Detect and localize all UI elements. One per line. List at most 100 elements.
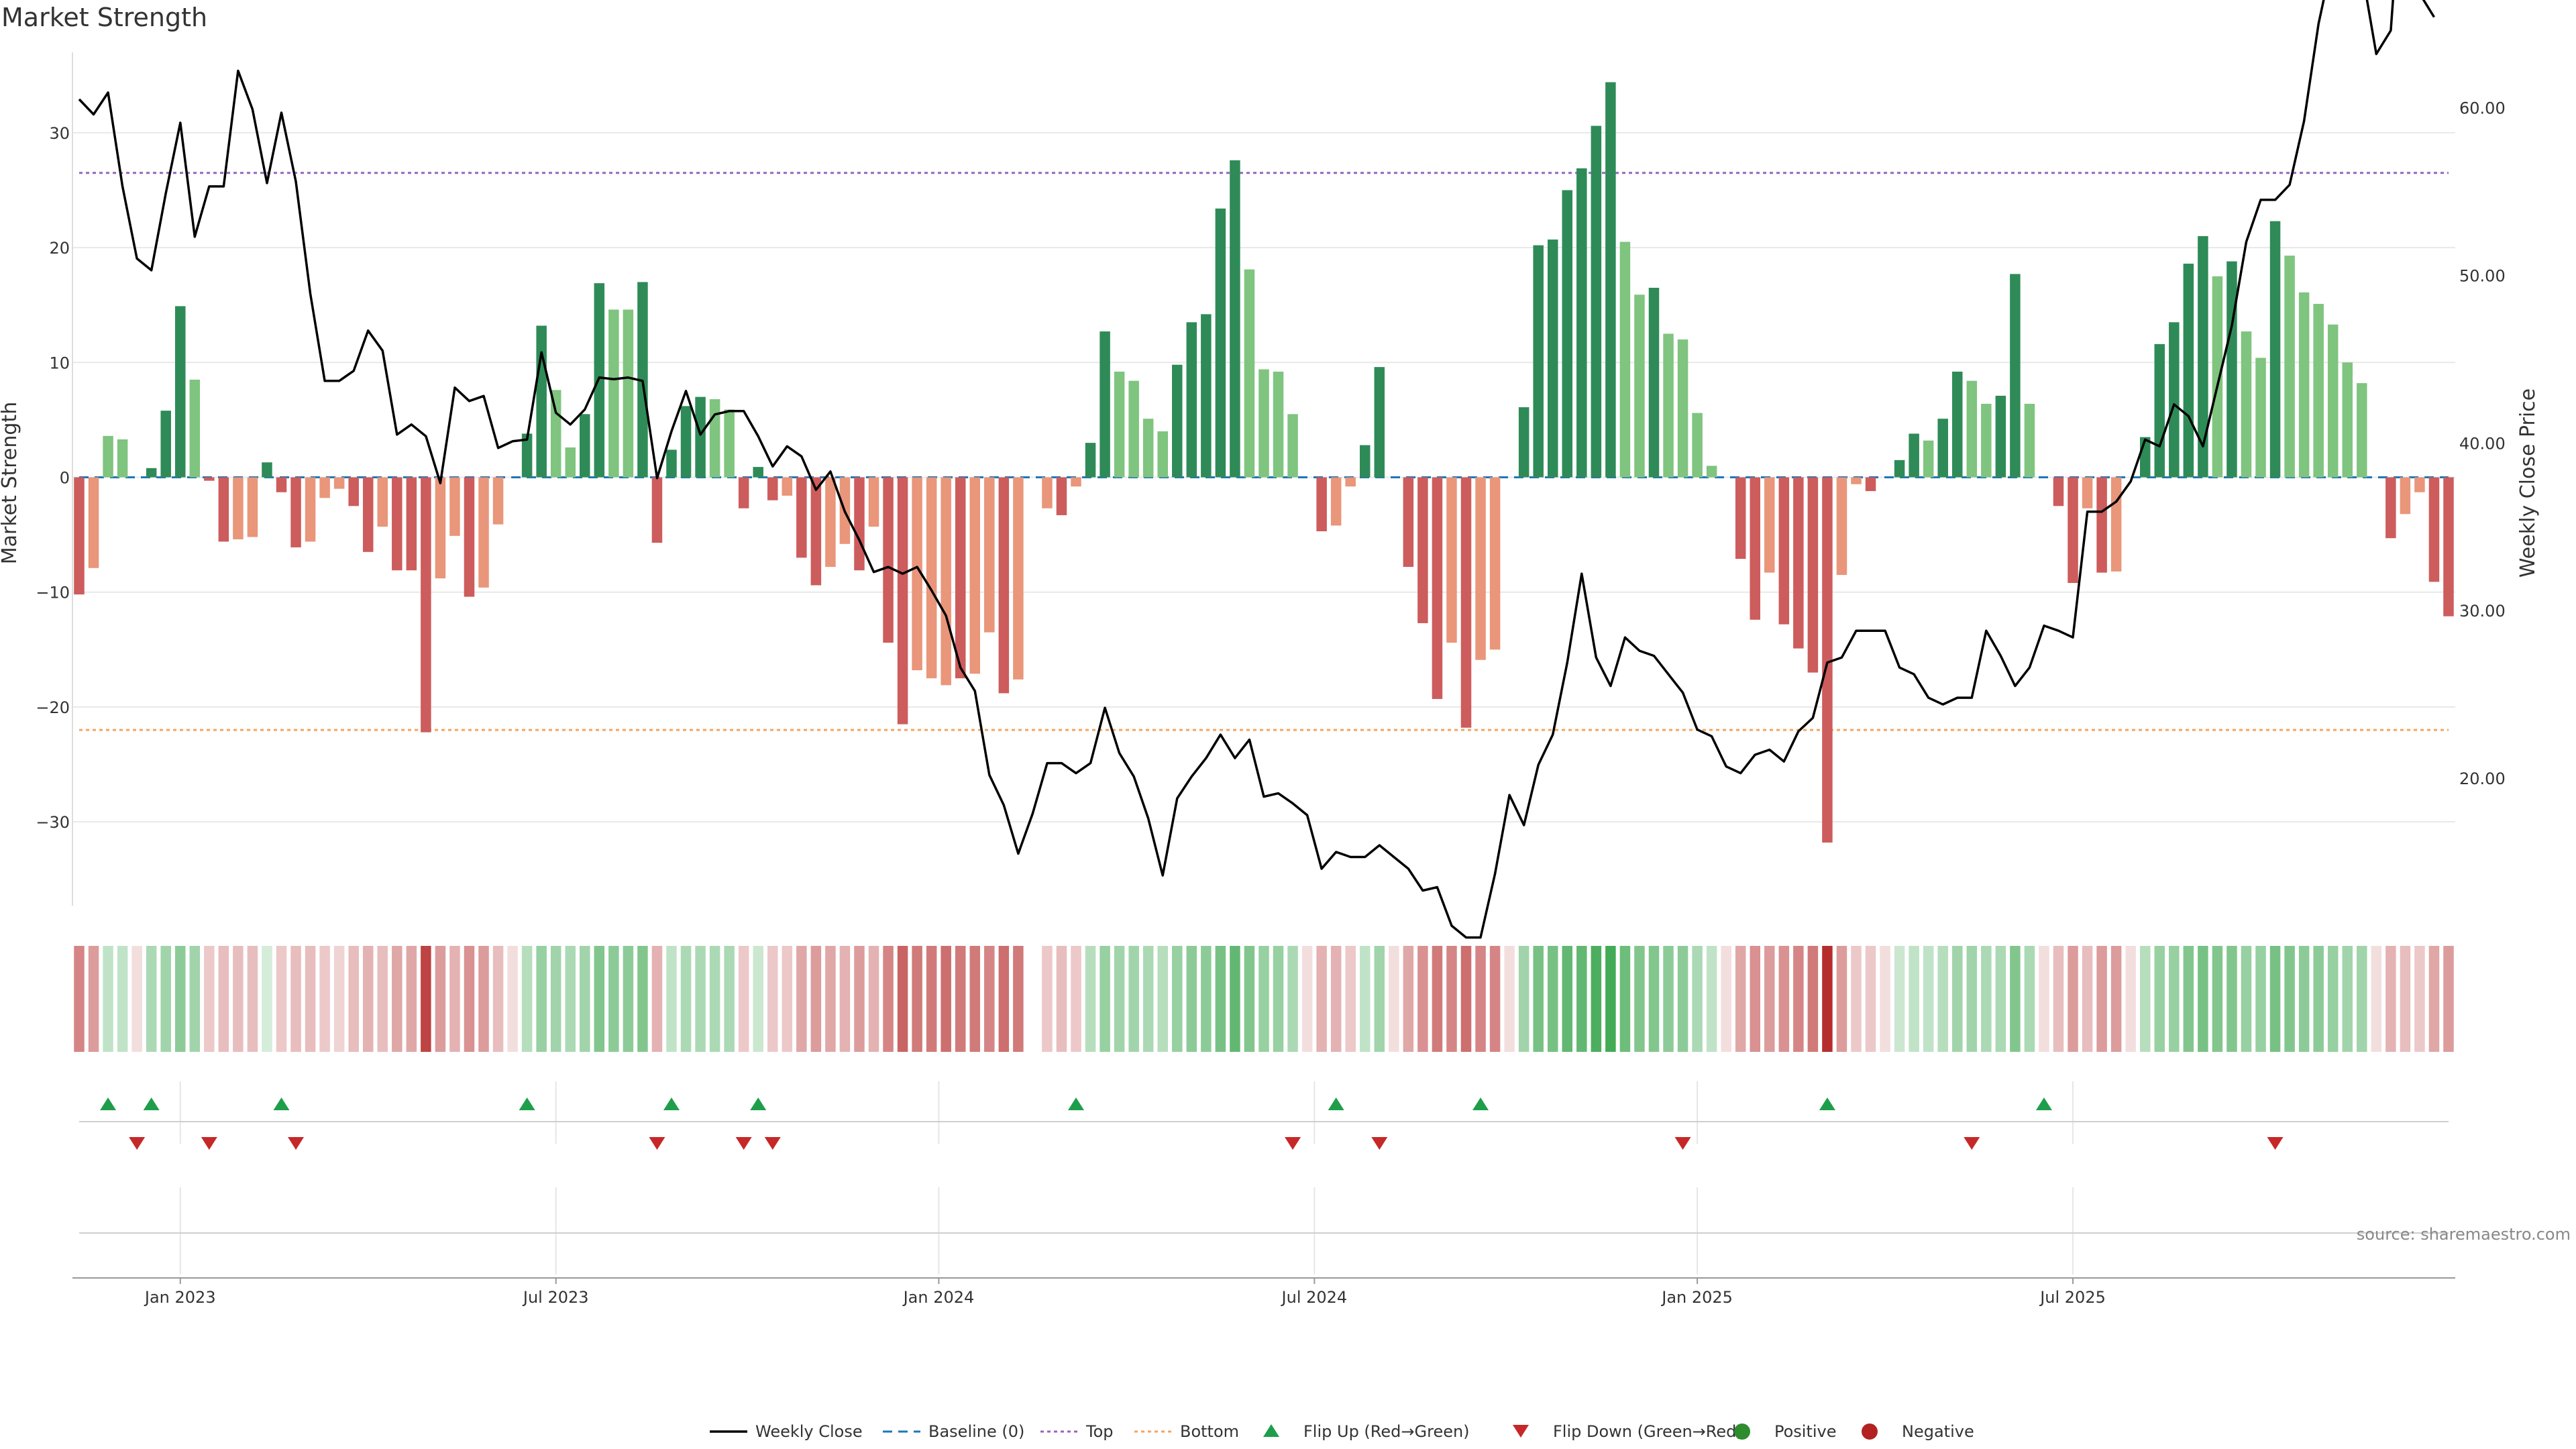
strength-bar [521,433,533,478]
strength-bar [2269,221,2281,478]
strength-bar [1316,477,1327,531]
legend-item: Flip Down (Green→Red) [1513,1422,1743,1441]
heat-cell [1533,946,1544,1052]
x-tick-label: Jul 2025 [2039,1288,2106,1307]
strength-bar [550,390,561,478]
strength-bar [2443,477,2454,616]
strength-bar [276,477,287,492]
y2-tick-label: 20.00 [2459,769,2506,788]
strength-bar [1648,287,1660,478]
strength-bar [2241,331,2252,478]
heat-cell [1894,946,1905,1052]
heat-cell [1201,946,1212,1052]
strength-bar [1562,190,1573,478]
strength-bar [767,477,778,500]
strength-bar [810,477,822,586]
strength-bar [1056,477,1067,516]
strength-bar [1851,477,1862,484]
heat-cell [666,946,677,1052]
heat-cell [362,946,374,1052]
flip-up-marker [143,1097,160,1110]
strength-bar [247,477,258,537]
heat-cell [1677,946,1688,1052]
flip-down-marker [649,1137,665,1150]
strength-bar [1258,369,1269,478]
heat-cell [1172,946,1183,1052]
strength-bar [1663,333,1674,478]
strength-bar [103,435,113,478]
heat-cell [1663,946,1674,1052]
heat-cell [233,946,244,1052]
strength-bar [1634,294,1645,478]
heat-cell [478,946,489,1052]
legend-item: Positive [1734,1422,1837,1441]
flip-up-marker [1472,1097,1489,1110]
strength-bar [724,409,735,478]
legend-item: Baseline (0) [883,1422,1024,1441]
x-tick-label: Jul 2024 [1281,1288,1348,1307]
strength-bar [941,477,951,686]
strength-bar [421,477,431,733]
strength-bar [2226,261,2237,478]
strength-bar [2357,383,2367,478]
heat-cell [1504,946,1515,1052]
heat-cell [810,946,822,1052]
flip-up-marker [1819,1097,1835,1110]
heat-cell [1230,946,1240,1052]
heat-cell [1909,946,1919,1052]
heat-cell [738,946,749,1052]
strength-bar [1360,445,1371,478]
heat-cell [521,946,533,1052]
heat-cell [348,946,359,1052]
strength-bar [204,477,215,481]
flip-up-marker [2035,1097,2052,1110]
strength-bar [2342,362,2353,478]
flip-up-marker [100,1097,117,1110]
strength-bar [1937,419,1948,478]
heat-cell [1301,946,1313,1052]
strength-bar [1518,407,1529,478]
strength-bar [666,449,677,478]
heat-cell [782,946,793,1052]
heat-cell [218,946,229,1052]
x-tick-label: Jul 2023 [522,1288,589,1307]
heat-cell [1345,946,1356,1052]
heat-cell [1287,946,1298,1052]
heat-cell [926,946,937,1052]
strength-bar [680,406,692,478]
strength-bar [117,439,128,478]
heat-cell [1836,946,1847,1052]
strength-bar [1071,477,1081,487]
y-tick-label: −20 [36,698,70,717]
strength-bar [998,477,1010,694]
heat-cell [2443,946,2454,1052]
legend-label: Flip Down (Green→Red) [1553,1422,1743,1441]
heat-cell [392,946,402,1052]
heat-cell [1634,946,1645,1052]
strength-bar [1547,239,1558,478]
strength-bar [1374,367,1385,478]
heat-cell [2414,946,2425,1052]
strength-bar [1085,443,1096,478]
heat-cell [565,946,576,1052]
strength-bar [1605,82,1616,478]
heat-cell [1316,946,1327,1052]
strength-bar [580,414,590,478]
strength-bar [2082,477,2093,508]
heat-cell [1186,946,1197,1052]
weekly-close-series [78,0,2435,939]
strength-bar [2313,303,2324,478]
heat-cell [1330,946,1342,1052]
legend-dot-icon [1862,1424,1878,1440]
flip-up-marker [750,1097,767,1110]
heat-cell [2010,946,2021,1052]
heat-cell [2096,946,2107,1052]
heat-cell [1807,946,1819,1052]
strength-bar [1099,331,1110,478]
y-tick-label: 10 [49,354,70,372]
legend-label: Positive [1774,1422,1837,1441]
y-tick-label: −10 [36,584,70,602]
strength-bar [1764,477,1775,573]
strength-bar [1778,477,1790,625]
flip-up-marker [1328,1097,1344,1110]
